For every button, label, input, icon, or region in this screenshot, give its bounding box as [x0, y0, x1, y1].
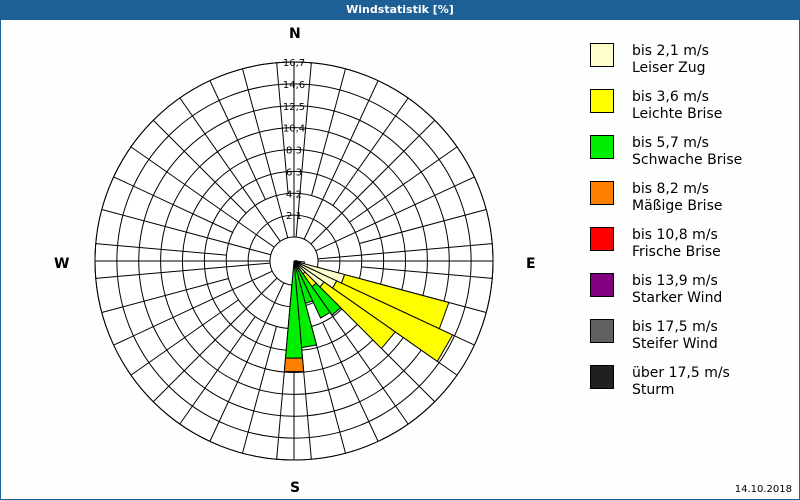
- legend-swatch: [590, 89, 614, 113]
- legend-item: bis 17,5 m/s Steifer Wind: [590, 319, 790, 365]
- svg-text:6,3: 6,3: [286, 167, 302, 178]
- svg-text:14,6: 14,6: [283, 80, 305, 91]
- date-stamp: 14.10.2018: [734, 484, 792, 495]
- compass-west-label: W: [54, 256, 70, 272]
- legend-swatch: [590, 181, 614, 205]
- legend-swatch: [590, 227, 614, 251]
- svg-text:12,5: 12,5: [283, 102, 305, 113]
- svg-text:16,7: 16,7: [283, 58, 305, 69]
- legend-item: über 17,5 m/s Sturm: [590, 365, 790, 411]
- legend-range: über 17,5 m/s: [632, 365, 730, 381]
- svg-text:8,3: 8,3: [286, 146, 302, 157]
- legend-swatch: [590, 365, 614, 389]
- legend-swatch: [590, 273, 614, 297]
- legend-name: Leichte Brise: [632, 106, 723, 122]
- legend-name: Schwache Brise: [632, 152, 743, 168]
- svg-text:2,1: 2,1: [286, 211, 302, 222]
- legend-range: bis 10,8 m/s: [632, 227, 718, 243]
- legend-item: bis 8,2 m/s Mäßige Brise: [590, 181, 790, 227]
- legend-range: bis 8,2 m/s: [632, 181, 709, 197]
- svg-text:4,2: 4,2: [286, 189, 302, 200]
- legend-range: bis 5,7 m/s: [632, 135, 709, 151]
- legend-name: Starker Wind: [632, 290, 723, 306]
- legend-item: bis 13,9 m/s Starker Wind: [590, 273, 790, 319]
- legend-item: bis 5,7 m/s Schwache Brise: [590, 135, 790, 181]
- legend-name: Leiser Zug: [632, 60, 706, 76]
- legend-name: Steifer Wind: [632, 336, 718, 352]
- legend-range: bis 2,1 m/s: [632, 43, 709, 59]
- legend-item: bis 10,8 m/s Frische Brise: [590, 227, 790, 273]
- legend-item: bis 2,1 m/s Leiser Zug: [590, 43, 790, 89]
- compass-north-label: N: [289, 26, 301, 42]
- legend-swatch: [590, 135, 614, 159]
- legend-item: bis 3,6 m/s Leichte Brise: [590, 89, 790, 135]
- legend-swatch: [590, 319, 614, 343]
- compass-south-label: S: [290, 480, 301, 496]
- legend-range: bis 17,5 m/s: [632, 319, 718, 335]
- legend-name: Frische Brise: [632, 244, 721, 260]
- legend-name: Mäßige Brise: [632, 198, 723, 214]
- compass-east-label: E: [526, 256, 536, 272]
- legend-swatch: [590, 43, 614, 67]
- chart-title: Windstatistik [%]: [0, 0, 800, 20]
- legend-range: bis 13,9 m/s: [632, 273, 718, 289]
- legend-name: Sturm: [632, 382, 675, 398]
- svg-text:10,4: 10,4: [283, 124, 305, 135]
- legend-range: bis 3,6 m/s: [632, 89, 709, 105]
